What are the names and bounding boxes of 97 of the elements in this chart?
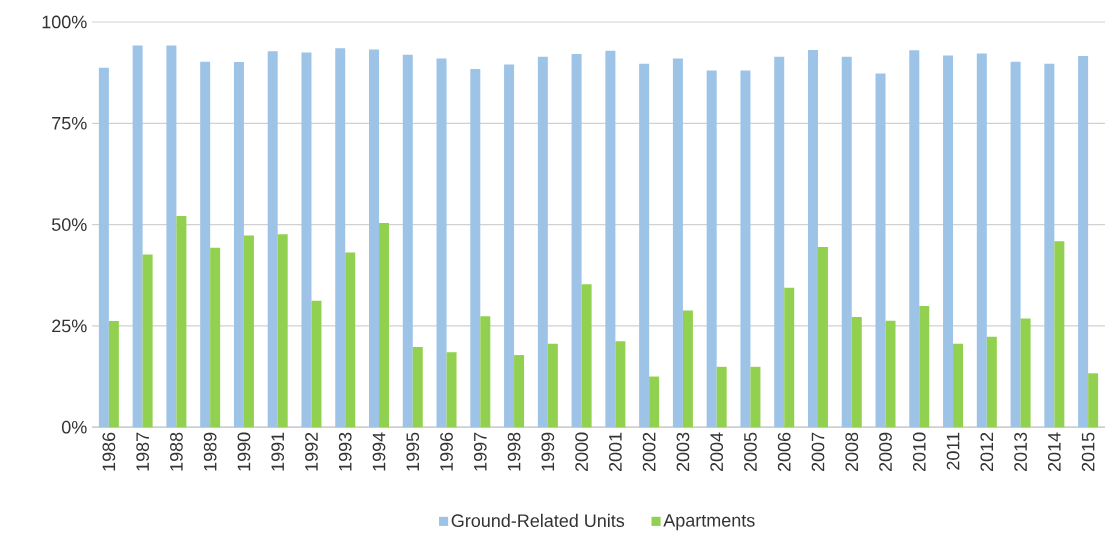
bar — [909, 50, 920, 428]
bar — [953, 343, 964, 428]
bar — [672, 58, 683, 428]
bar — [446, 352, 457, 428]
bar — [243, 235, 254, 428]
bar — [335, 48, 346, 428]
x-tick-label: 1987 — [136, 432, 149, 471]
x-tick-label: 2005 — [744, 432, 757, 472]
bar — [605, 50, 616, 428]
y-tick-label: 75% — [52, 117, 87, 130]
bar — [1054, 241, 1065, 428]
bar — [807, 50, 818, 428]
legend-label: Ground-Related Units — [451, 513, 625, 528]
bar — [581, 284, 592, 428]
bar — [986, 336, 997, 428]
bar — [379, 223, 389, 428]
x-tick-label: 2006 — [777, 432, 791, 472]
x-tick-label: 1986 — [102, 432, 116, 471]
y-tick-label: 0% — [61, 420, 87, 434]
bar — [537, 56, 548, 428]
x-tick-label: 2002 — [642, 432, 656, 472]
x-tick-label: 2007 — [811, 432, 825, 472]
x-tick-label: 1992 — [305, 432, 318, 471]
bar — [1010, 61, 1021, 428]
x-tick-label: 2013 — [1014, 432, 1027, 472]
bar — [311, 300, 322, 428]
bar — [345, 252, 356, 428]
bar — [436, 58, 447, 428]
x-tick-label: 2012 — [980, 432, 994, 472]
x-tick-label: 1994 — [372, 432, 386, 471]
bar — [1088, 373, 1099, 428]
bar — [841, 56, 852, 428]
x-tick-label: 2011 — [946, 432, 960, 470]
bar — [1078, 56, 1089, 428]
bar — [885, 320, 896, 428]
bar — [480, 316, 491, 428]
bar — [1020, 318, 1031, 428]
bar — [547, 343, 558, 428]
x-tick-label: 1998 — [507, 432, 521, 471]
bar — [571, 54, 582, 428]
x-tick-label: 2010 — [912, 432, 926, 472]
bar — [1044, 63, 1055, 428]
bar — [682, 310, 693, 428]
bar — [176, 216, 187, 428]
x-tick-label: 1993 — [338, 432, 352, 471]
bar — [514, 355, 525, 428]
bar — [943, 55, 954, 428]
bar — [706, 70, 717, 428]
bar — [166, 45, 177, 428]
bar — [470, 69, 481, 428]
bar — [369, 49, 379, 428]
y-tick-label: 50% — [51, 218, 87, 232]
x-tick-label: 1990 — [237, 432, 251, 471]
x-tick-label: 1996 — [440, 432, 453, 471]
bar — [132, 45, 143, 428]
x-tick-label: 1997 — [473, 432, 487, 471]
bar — [200, 61, 211, 428]
bar — [267, 51, 278, 428]
bar — [875, 73, 886, 428]
x-tick-label: 1999 — [541, 432, 555, 471]
bar — [639, 63, 650, 428]
bar — [108, 321, 119, 428]
bar — [817, 246, 828, 428]
bar — [919, 306, 930, 428]
bar — [277, 234, 288, 428]
bar — [851, 317, 862, 428]
x-tick-label: 2015 — [1081, 432, 1095, 472]
x-tick-label: 1989 — [203, 432, 217, 471]
x-tick-label: 1991 — [271, 432, 285, 471]
bar — [784, 287, 795, 428]
bar — [233, 62, 244, 428]
bar — [412, 347, 423, 428]
x-tick-label: 2003 — [676, 432, 690, 472]
x-tick-label: 1995 — [406, 432, 420, 471]
bar — [98, 67, 109, 428]
bar — [301, 52, 312, 428]
legend-label: Apartments — [663, 514, 755, 531]
bar — [649, 376, 660, 428]
x-tick-label: 2009 — [879, 432, 892, 472]
bar — [976, 53, 987, 428]
y-tick-label: 100% — [42, 15, 87, 29]
bar — [142, 254, 153, 428]
bar — [210, 247, 221, 428]
x-tick-label: 2014 — [1047, 432, 1061, 472]
bar — [740, 70, 751, 428]
bar — [504, 64, 515, 428]
x-tick-label: 2001 — [609, 432, 622, 472]
bar — [774, 56, 785, 428]
bar — [402, 54, 413, 428]
x-tick-label: 2004 — [710, 432, 724, 472]
x-tick-label: 1988 — [170, 432, 183, 471]
bar — [615, 341, 626, 428]
bar — [716, 366, 727, 428]
bar — [750, 366, 761, 428]
x-tick-label: 2008 — [845, 432, 859, 472]
y-tick-label: 25% — [52, 319, 87, 333]
x-tick-label: 2000 — [575, 432, 588, 472]
